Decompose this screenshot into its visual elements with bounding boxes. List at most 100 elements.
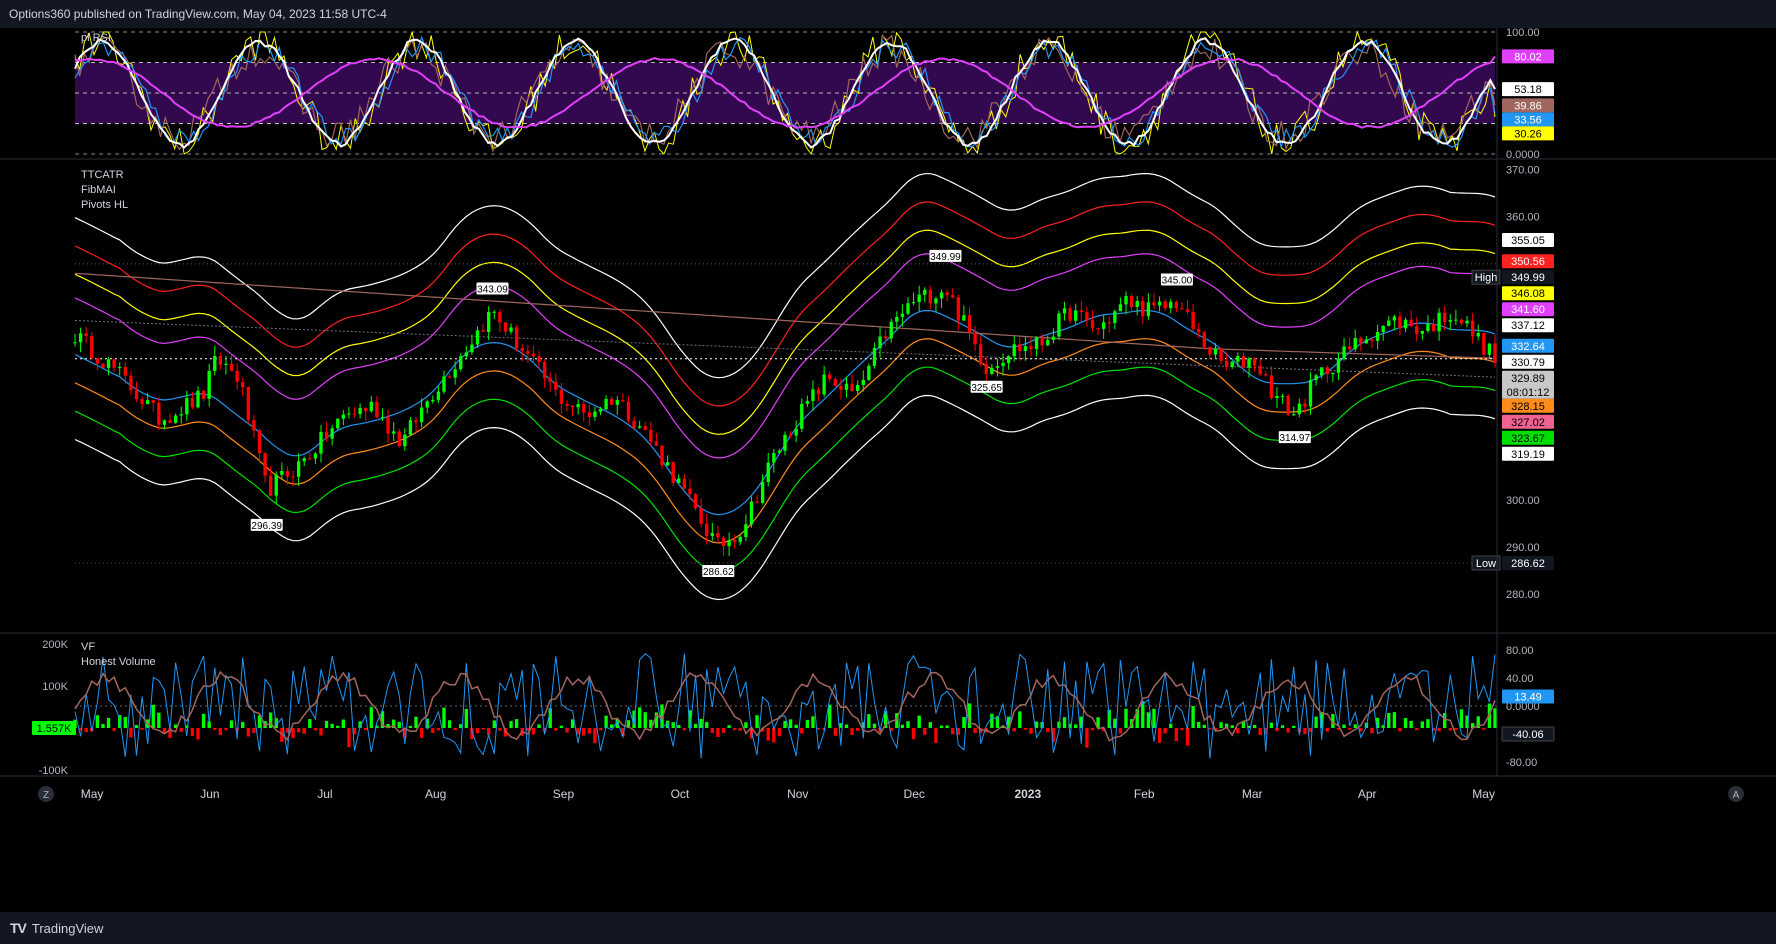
volume-bar [1392,712,1397,728]
price-label-bg [1502,430,1554,445]
volume-bar [336,725,340,728]
volume-bar [1398,728,1402,732]
candle-body [867,365,871,380]
volume-bar [380,711,385,728]
candle-body [1213,348,1218,355]
candle-body [1252,358,1257,366]
auto-button-bg[interactable] [1728,786,1744,802]
volume-bar [291,728,295,738]
candle-body [1152,302,1156,306]
pivot-label: 343.09 [477,284,508,295]
candle-body [1454,319,1458,321]
volume-bar [716,728,720,737]
candle-body [1023,346,1028,352]
candle-body [1034,337,1039,349]
volume-bar [341,719,346,728]
candle-body [1459,319,1464,324]
volume-bar [1029,728,1033,734]
candle-body [168,420,172,423]
candle-body [1353,338,1357,350]
time-axis[interactable]: May Jun Jul Aug Sep Oct Nov Dec 2023 Feb Mar Apr May… [38,786,1744,802]
chart-area[interactable]: pi RSI100.0025.000.000080.0253.1839.8633… [0,28,1776,912]
candle-body [1174,301,1179,309]
candle-body [526,350,530,354]
price-label-bg [1502,302,1554,317]
candle-body [1208,346,1212,355]
price-label-bg [1502,414,1554,429]
volume-bar [84,728,88,733]
candle-body [246,386,250,421]
price-label: 330.79 [1511,357,1545,369]
rsi-panel[interactable]: pi RSI100.0025.000.000080.0253.1839.8633… [74,28,1554,161]
candle-body [1303,403,1307,407]
rsi-value-label: 30.26 [1514,128,1542,140]
volume-bar [895,713,899,728]
volume-bar [1023,728,1028,730]
tradingview-logo[interactable]: TV TradingView [10,920,103,936]
volume-bar [1470,723,1475,728]
price-label-bg [1502,338,1554,353]
candle-body [447,376,452,378]
candle-body [73,342,77,344]
volume-bar [565,728,569,733]
volume-bar [1443,712,1447,728]
candle-body [1051,336,1056,340]
vf-axis-tick: 40.00 [1506,673,1534,685]
candle-body [951,295,955,298]
volume-bar [1197,721,1201,728]
candle-body [1029,346,1033,349]
price-label-bg [1502,354,1554,369]
volume-bar [643,712,647,728]
vf-value-label-bg [1502,689,1554,704]
price-label: 332.64 [1511,341,1545,353]
volume-panel[interactable]: VF Honest Volume 200K 100K -100K 1.557K 80.00 4… [32,639,1555,777]
candle-body [688,488,692,495]
volume-bar [828,704,832,728]
candle-body [1476,333,1480,337]
candle-body [956,297,960,321]
candle-body [118,366,122,368]
volume-bar [285,728,290,733]
volume-bar [688,710,692,728]
candle-body [503,322,508,332]
candle-body [1046,339,1050,346]
volume-left-tick: 200K [42,639,68,651]
candle-body [1409,319,1413,327]
rsi-axis-tick: 0.0000 [1506,149,1540,161]
volume-bar [1141,701,1145,728]
candle-body [1437,312,1441,332]
candle-body [626,401,631,421]
candle-body [1202,332,1206,347]
candle-body [235,370,239,382]
candle-body [1141,300,1145,317]
volume-bar [1018,711,1022,728]
volume-bar [1074,724,1078,728]
volume-bar [1101,728,1106,732]
price-panel[interactable]: 296.39 343.09 286.62 349.99 325.65 345.00 314.… [73,164,1554,601]
price-label-bg [1502,555,1554,570]
volume-bar [1292,725,1296,728]
volume-bar [721,728,726,733]
candle-body [1308,379,1313,407]
candle-body [1297,403,1302,415]
auto-scale-button-bg[interactable] [38,786,54,802]
candle-body [531,353,536,357]
candle-body [274,474,278,496]
price-label: 349.99 [1511,272,1545,284]
candle-body [1135,300,1139,308]
candle-body [923,289,927,295]
volume-bar [593,728,597,744]
candle-body [1018,344,1022,352]
candle-body [621,400,625,402]
rsi-band-fill [75,62,1495,124]
vf-value-label: 13.49 [1514,692,1542,704]
pivot-label: 349.99 [930,252,961,263]
volume-bar [1241,720,1246,728]
price-axis-tick: 360.00 [1506,212,1540,224]
candle-body [129,375,133,391]
price-label: 337.12 [1511,320,1545,332]
candle-body [1057,313,1061,337]
price-label: 355.05 [1511,235,1545,247]
candle-body [615,400,619,405]
candle-body [308,458,312,460]
